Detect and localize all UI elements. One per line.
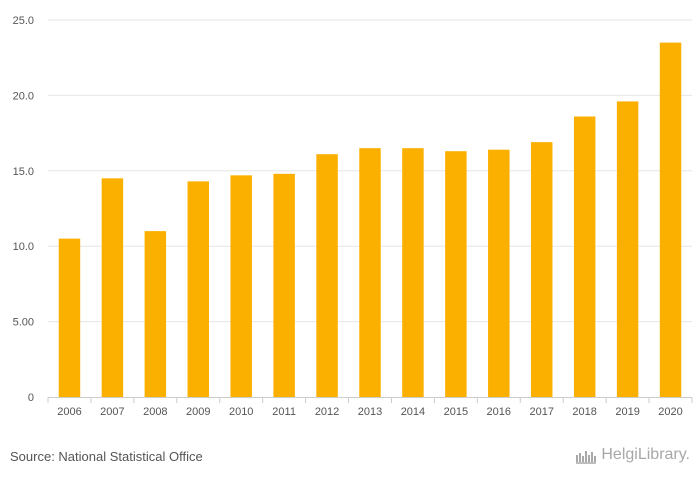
- bar-2011: [273, 173, 295, 397]
- x-tick-label: 2019: [615, 406, 639, 418]
- bar-2018: [573, 116, 596, 398]
- x-tick-label: 2008: [143, 406, 167, 418]
- bar-2020: [659, 42, 682, 398]
- x-tick-label: 2013: [358, 406, 382, 418]
- bar-2007: [101, 178, 124, 397]
- x-tick-label: 2015: [444, 406, 468, 418]
- helgilibrary-logo: HelgiLibrary.: [575, 446, 690, 464]
- bar-2008: [144, 231, 167, 397]
- y-tick-label: 20.0: [13, 90, 34, 102]
- bar-2013: [359, 148, 381, 397]
- bars: [58, 42, 682, 398]
- bar-2019: [616, 101, 639, 397]
- bar-2014: [402, 148, 424, 397]
- y-tick-label: 25.0: [13, 15, 34, 27]
- y-tick-label: 10.0: [13, 241, 34, 253]
- y-tick-label: 0: [28, 392, 34, 404]
- y-tick-label: 5.00: [13, 317, 34, 329]
- bar-2009: [187, 181, 209, 397]
- y-tick-label: 15.0: [13, 166, 34, 178]
- x-tick-label: 2007: [100, 406, 124, 418]
- bar-2015: [445, 151, 467, 397]
- x-tick-label: 2009: [186, 406, 210, 418]
- source-note: Source: National Statistical Office: [10, 449, 203, 464]
- x-axis: 2006 2007 2008 2009 2010 2011 2012 2013 2014 2015…: [47, 397, 693, 418]
- x-tick-label: 2010: [229, 406, 253, 418]
- bar-2006: [58, 238, 81, 397]
- x-tick-label: 2020: [658, 406, 682, 418]
- bar-2010: [230, 175, 252, 397]
- bar-2016: [488, 149, 510, 397]
- x-tick-label: 2018: [572, 406, 596, 418]
- x-tick-label: 2016: [487, 406, 511, 418]
- x-tick-label: 2006: [57, 406, 81, 418]
- x-tick-label: 2011: [272, 406, 296, 418]
- x-tick-label: 2017: [529, 406, 553, 418]
- x-tick-label: 2014: [401, 406, 425, 418]
- library-building-icon: [576, 451, 597, 464]
- logo-text: HelgiLibrary.: [601, 446, 690, 463]
- bar-2017: [531, 142, 553, 397]
- bar-2012: [316, 154, 338, 397]
- y-axis-ticks: 0 5.00 10.0 15.0 20.0 25.0: [13, 15, 34, 404]
- x-tick-label: 2012: [315, 406, 339, 418]
